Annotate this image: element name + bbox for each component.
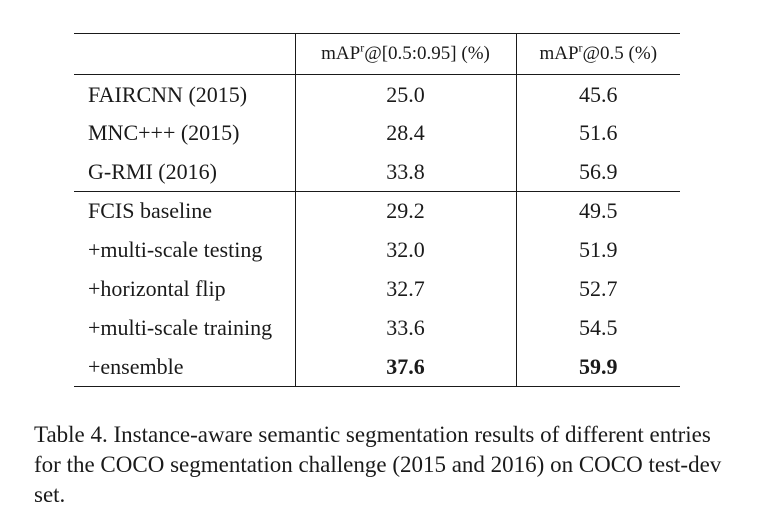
row-map-range: 28.4 <box>295 113 517 153</box>
table-header-row: mAPr@[0.5:0.95] (%) mAPr@0.5 (%) <box>74 33 680 75</box>
header-map-05-sup: r <box>578 40 583 55</box>
table-row: +multi-scale training 33.6 54.5 <box>74 308 680 348</box>
table-row: MNC+++ (2015) 28.4 51.6 <box>74 113 680 153</box>
table-row: +horizontal flip 32.7 52.7 <box>74 269 680 309</box>
row-method: +horizontal flip <box>74 269 296 309</box>
row-map-range: 32.7 <box>295 269 517 309</box>
header-map-05-suffix: @0.5 (%) <box>582 43 658 64</box>
table-group-challenge-entries: FAIRCNN (2015) 25.0 45.6 MNC+++ (2015) 2… <box>74 74 680 192</box>
header-map-05-prefix: mAP <box>539 43 579 64</box>
row-method: FAIRCNN (2015) <box>74 74 296 114</box>
table-row: FCIS baseline 29.2 49.5 <box>74 191 680 231</box>
row-method: MNC+++ (2015) <box>74 113 296 153</box>
row-map-05: 51.6 <box>579 120 618 145</box>
header-map-range: mAPr@[0.5:0.95] (%) <box>295 33 517 75</box>
table-row: +multi-scale testing 32.0 51.9 <box>74 230 680 270</box>
row-map-range: 29.2 <box>295 191 517 231</box>
row-method: +multi-scale testing <box>74 230 296 270</box>
header-method <box>74 33 296 75</box>
row-method: +ensemble <box>74 347 296 387</box>
row-method: FCIS baseline <box>74 191 296 231</box>
table-row: G-RMI (2016) 33.8 56.9 <box>74 152 680 192</box>
results-table-container: mAPr@[0.5:0.95] (%) mAPr@0.5 (%) FAIRCNN… <box>74 33 680 387</box>
results-table: mAPr@[0.5:0.95] (%) mAPr@0.5 (%) FAIRCNN… <box>74 33 680 387</box>
header-map-range-suffix: @[0.5:0.95] (%) <box>364 43 490 64</box>
table-row: FAIRCNN (2015) 25.0 45.6 <box>74 74 680 114</box>
row-map-05: 51.9 <box>579 237 618 262</box>
row-map-05: 52.7 <box>579 276 618 301</box>
row-map-05: 49.5 <box>579 198 618 224</box>
row-map-05: 56.9 <box>516 152 680 192</box>
header-map-05: mAPr@0.5 (%) <box>516 33 680 75</box>
row-map-range: 33.6 <box>295 308 517 348</box>
table-group-fcis-ablation: FCIS baseline 29.2 49.5 +multi-scale tes… <box>74 191 680 387</box>
table-row-best: +ensemble 37.6 59.9 <box>74 347 680 387</box>
row-method: G-RMI (2016) <box>74 152 296 192</box>
table-caption: Table 4. Instance-aware semantic segment… <box>34 422 722 507</box>
row-map-05: 54.5 <box>579 315 618 340</box>
row-map-range: 33.8 <box>295 152 517 192</box>
row-map-05: 45.6 <box>579 82 618 108</box>
header-map-range-prefix: mAP <box>321 43 361 64</box>
row-map-05-best: 59.9 <box>516 347 680 387</box>
row-method: +multi-scale training <box>74 308 296 348</box>
row-map-range: 32.0 <box>295 230 517 270</box>
row-map-range-best: 37.6 <box>295 347 517 387</box>
header-map-range-sup: r <box>360 40 365 55</box>
row-map-range: 25.0 <box>295 74 517 114</box>
